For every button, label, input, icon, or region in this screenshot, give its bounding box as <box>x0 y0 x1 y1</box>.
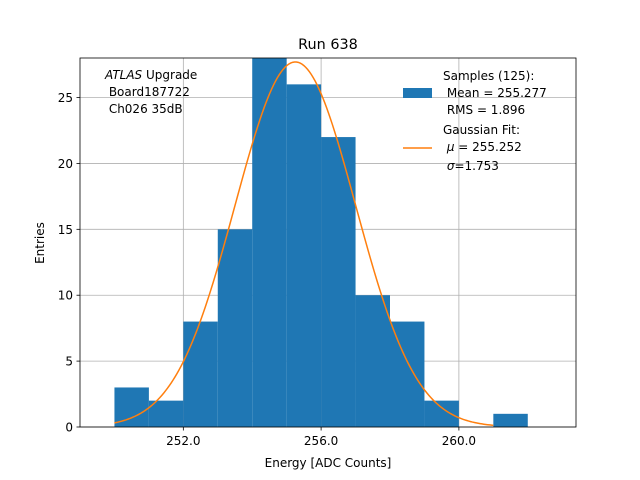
y-tick-label: 10 <box>58 289 73 303</box>
histogram-bar <box>252 58 287 427</box>
histogram-bar <box>355 295 390 427</box>
legend-fit-sigma: σ=1.753 <box>443 159 499 173</box>
legend-fit-title: Gaussian Fit: <box>443 123 520 137</box>
plot-frame <box>79 57 577 428</box>
annotation-line-1: ATLAS Upgrade <box>104 68 197 82</box>
histogram-bar <box>493 413 528 427</box>
y-tick-label: 20 <box>58 157 73 171</box>
legend-samples-title: Samples (125): <box>443 69 534 83</box>
y-tick-label: 25 <box>58 91 73 105</box>
histogram-bar <box>114 387 149 427</box>
histogram-bar <box>217 229 253 427</box>
x-axis-ticks: 252.0 256.0 260.0 <box>166 427 476 448</box>
fit-curve-path <box>114 61 494 427</box>
y-tick-label: 5 <box>65 355 73 369</box>
annotation-line-3: Ch026 35dB <box>105 102 183 116</box>
x-tick-label: 252.0 <box>166 434 200 448</box>
legend: Samples (125): Mean = 255.277 RMS = 1.89… <box>403 69 547 173</box>
x-tick-label: 256.0 <box>304 434 338 448</box>
histogram-bar <box>148 400 184 427</box>
y-axis-ticks: 0 5 10 15 20 25 <box>58 91 80 435</box>
histogram-bar <box>390 321 425 427</box>
chart-title: Run 638 <box>298 37 358 53</box>
histogram-bars <box>114 58 528 428</box>
gaussian-fit-curve <box>114 61 494 427</box>
y-tick-label: 15 <box>58 223 73 237</box>
legend-samples-rms: RMS = 1.896 <box>443 103 525 117</box>
annotation-line-2: Board187722 <box>105 85 190 99</box>
y-axis-label: Entries <box>33 222 47 264</box>
histogram-bar <box>286 84 322 427</box>
histogram-bar <box>321 137 356 428</box>
legend-histogram-swatch <box>403 88 432 98</box>
y-tick-label: 0 <box>65 421 73 435</box>
x-tick-label: 260.0 <box>442 434 476 448</box>
legend-fit-mu: μ = 255.252 <box>443 140 522 154</box>
legend-samples-mean: Mean = 255.277 <box>443 86 547 100</box>
histogram-bar <box>183 321 218 427</box>
atlas-annotation: ATLAS Upgrade Board187722 Ch026 35dB <box>104 68 197 116</box>
x-axis-label: Energy [ADC Counts] <box>265 456 392 470</box>
histogram-bar <box>424 400 459 427</box>
